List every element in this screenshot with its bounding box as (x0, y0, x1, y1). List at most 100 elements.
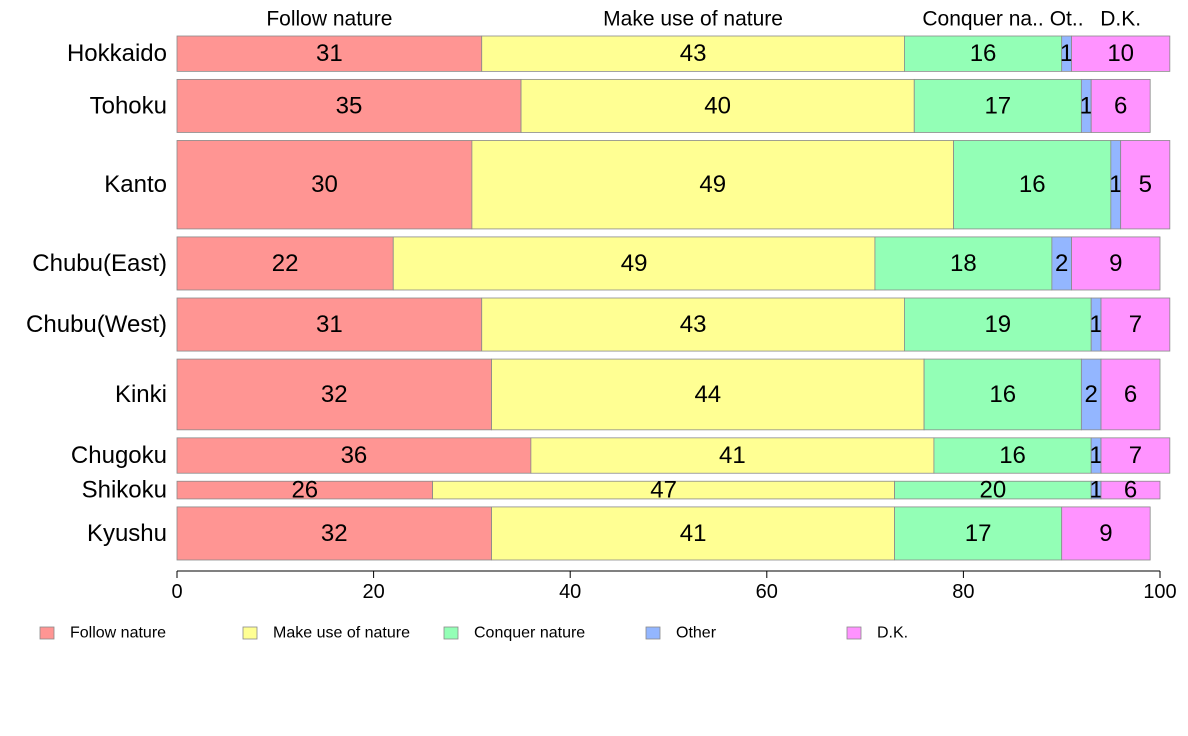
data-label: 32 (321, 520, 348, 547)
legend-swatch (242, 626, 258, 640)
legend-label: Conquer nature (474, 625, 585, 642)
bar-row-shikoku: Shikoku 26 47 20 1 6 (82, 477, 1161, 504)
column-header: D.K. (1100, 8, 1141, 31)
bar-segment-follow-nature (176, 506, 492, 561)
data-label: 2 (1085, 381, 1098, 408)
category-label: Hokkaido (67, 40, 167, 67)
bar-segment-follow-nature (176, 236, 394, 291)
data-label: 35 (336, 92, 363, 119)
legend-swatch (443, 626, 459, 640)
data-label: 1 (1109, 171, 1122, 198)
legend-swatch (645, 626, 661, 640)
bar-segment-make-use-of-nature (392, 236, 876, 291)
bar-segment-conquer-nature (913, 78, 1082, 133)
legend-swatch (846, 626, 862, 640)
x-tick-label: 40 (559, 581, 581, 603)
bar-segment-follow-nature (176, 78, 522, 133)
data-label: 17 (965, 520, 992, 547)
bar-segment-make-use-of-nature (491, 506, 895, 561)
legend: Follow nature Make use of nature Conquer n… (39, 625, 908, 642)
bar-row-hokkaido: Hokkaido 31 43 16 1 10 (67, 35, 1171, 72)
category-label: Kanto (104, 171, 167, 198)
bar-segment-conquer-nature (933, 437, 1092, 474)
bar-row-kanto: Kanto 30 49 16 1 5 (104, 140, 1171, 230)
column-header: Follow nature (266, 8, 392, 31)
bar-segment-make-use-of-nature (491, 358, 925, 431)
x-tick-label: 100 (1143, 581, 1176, 603)
data-label: 49 (699, 171, 726, 198)
data-label: 41 (719, 442, 746, 469)
data-label: 16 (989, 381, 1016, 408)
bar-segment-d-k (1100, 297, 1171, 352)
data-label: 20 (980, 477, 1007, 504)
data-label: 22 (272, 250, 299, 277)
bar-segment-d-k (1090, 78, 1151, 133)
column-header: Conquer na.. (922, 8, 1043, 31)
bar-segment-d-k (1061, 506, 1151, 561)
data-label: 2 (1055, 250, 1068, 277)
data-label: 49 (621, 250, 648, 277)
data-label: 6 (1114, 92, 1127, 119)
data-label: 47 (650, 477, 677, 504)
x-axis: 0 20 40 60 80 100 (171, 570, 1177, 603)
bar-segment-conquer-nature (874, 236, 1053, 291)
data-label: 9 (1109, 250, 1122, 277)
bar-segment-conquer-nature (894, 506, 1063, 561)
bar-segment-follow-nature (176, 35, 483, 72)
data-label: 16 (1019, 171, 1046, 198)
legend-swatch (39, 626, 55, 640)
category-label: Shikoku (82, 477, 167, 504)
bar-segment-make-use-of-nature (481, 297, 905, 352)
data-label: 1 (1089, 477, 1102, 504)
data-label: 16 (999, 442, 1026, 469)
data-label: 1 (1080, 92, 1093, 119)
category-label: Chubu(West) (26, 311, 167, 338)
bar-segment-conquer-nature (923, 358, 1082, 431)
data-label: 1 (1089, 311, 1102, 338)
legend-item-make-use-of-nature: Make use of nature (242, 625, 410, 642)
data-label: 1 (1089, 442, 1102, 469)
bar-segment-d-k (1100, 437, 1171, 474)
legend-label: Other (676, 625, 717, 642)
x-tick-label: 0 (171, 581, 182, 603)
bar-segment-follow-nature (176, 297, 483, 352)
data-label: 18 (950, 250, 977, 277)
data-label: 7 (1129, 311, 1142, 338)
category-label: Kyushu (87, 520, 167, 547)
category-label: Tohoku (90, 92, 167, 119)
bar-segment-make-use-of-nature (471, 140, 954, 230)
legend-item-follow-nature: Follow nature (39, 625, 166, 642)
bar-row-kinki: Kinki 32 44 16 2 6 (115, 358, 1161, 431)
bar-segment-d-k (1071, 35, 1171, 72)
column-header: Ot.. (1050, 8, 1084, 31)
data-label: 30 (311, 171, 338, 198)
data-label: 19 (984, 311, 1011, 338)
data-label: 36 (341, 442, 368, 469)
bar-segment-d-k (1071, 236, 1161, 291)
data-label: 40 (704, 92, 731, 119)
data-label: 26 (291, 477, 318, 504)
bar-row-chubu-west: Chubu(West) 31 43 19 1 7 (26, 297, 1171, 352)
bar-segment-conquer-nature (953, 140, 1112, 230)
bar-segment-make-use-of-nature (530, 437, 935, 474)
bar-row-chugoku: Chugoku 36 41 16 1 7 (71, 437, 1171, 474)
data-label: 41 (680, 520, 707, 547)
data-label: 43 (680, 40, 707, 67)
legend-label: Follow nature (70, 625, 166, 642)
data-label: 44 (694, 381, 721, 408)
column-header: Make use of nature (603, 8, 783, 31)
x-tick-label: 20 (362, 581, 384, 603)
data-label: 6 (1124, 477, 1137, 504)
bar-row-tohoku: Tohoku 35 40 17 1 6 (90, 78, 1151, 133)
bar-row-chubu-east: Chubu(East) 22 49 18 2 9 (32, 236, 1161, 291)
x-tick-label: 60 (756, 581, 778, 603)
category-label: Chubu(East) (32, 250, 167, 277)
data-label: 32 (321, 381, 348, 408)
category-label: Kinki (115, 381, 167, 408)
bar-segment-d-k (1120, 140, 1171, 230)
bar-segment-d-k (1100, 358, 1161, 431)
legend-item-d-k: D.K. (846, 625, 908, 642)
legend-item-other: Other (645, 625, 717, 642)
